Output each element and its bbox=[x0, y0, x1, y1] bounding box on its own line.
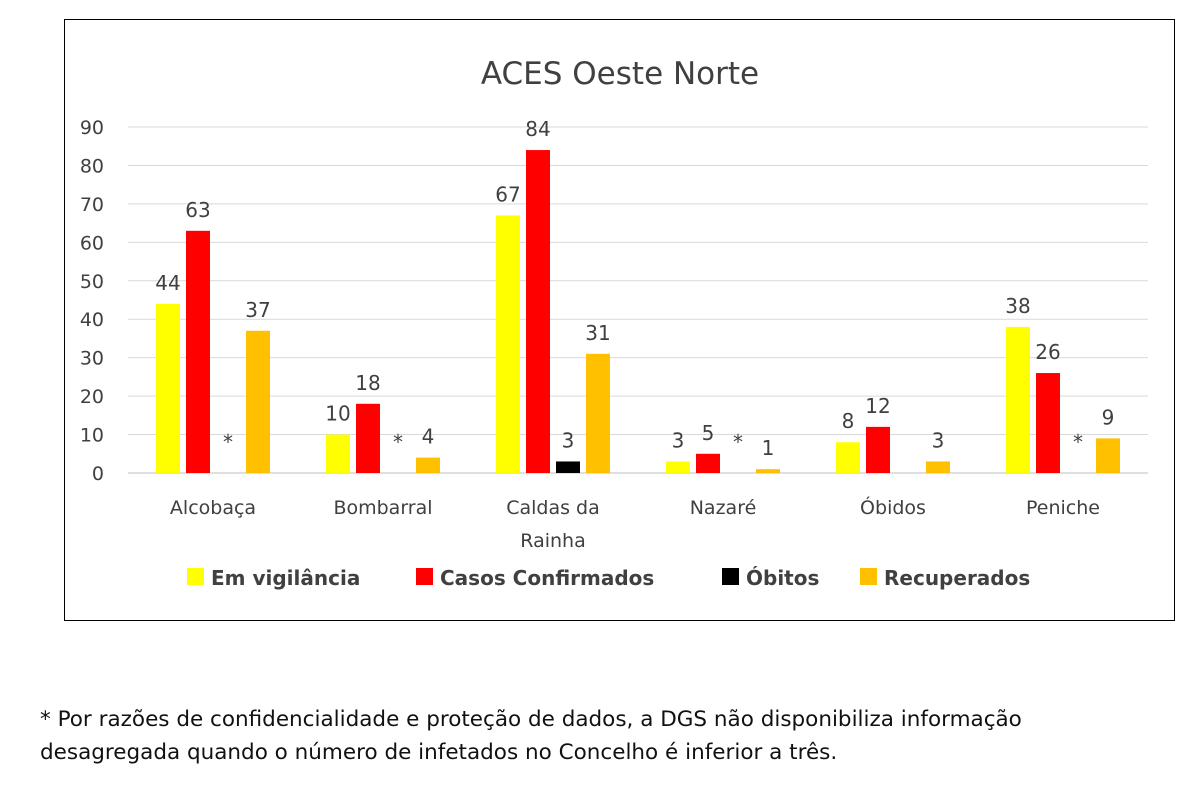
data-label: 18 bbox=[355, 371, 380, 395]
y-tick-label: 80 bbox=[80, 155, 104, 177]
data-label: 38 bbox=[1005, 294, 1030, 318]
footnote-line-2: desagregada quando o número de infetados… bbox=[40, 740, 838, 765]
legend-label: Óbitos bbox=[746, 566, 819, 590]
x-tick-label: Óbidos bbox=[860, 495, 926, 519]
bar bbox=[326, 434, 350, 473]
bar bbox=[866, 426, 890, 473]
y-tick-label: 10 bbox=[80, 425, 104, 447]
chart: ACES Oeste Norte 0 10 20 30 40 50 60 70 80 90 44 63 *… bbox=[80, 56, 1148, 590]
bar bbox=[1006, 326, 1030, 473]
x-tick-label: Nazaré bbox=[690, 497, 757, 519]
x-tick-label: Bombarral bbox=[333, 497, 432, 519]
bar bbox=[156, 303, 180, 473]
data-label: 26 bbox=[1035, 340, 1060, 364]
data-label: 5 bbox=[702, 421, 715, 445]
y-tick-label: 70 bbox=[80, 194, 104, 216]
bar bbox=[1096, 438, 1120, 473]
data-label: 84 bbox=[525, 117, 550, 141]
bar bbox=[416, 457, 440, 473]
data-label: 9 bbox=[1102, 405, 1115, 429]
legend-label: Recuperados bbox=[884, 566, 1030, 590]
bar bbox=[756, 469, 780, 473]
y-tick-label: 30 bbox=[80, 348, 104, 370]
bar bbox=[1036, 373, 1060, 473]
data-label: 63 bbox=[185, 198, 210, 222]
data-label: 4 bbox=[422, 425, 435, 449]
bar bbox=[496, 215, 520, 473]
bar bbox=[696, 453, 720, 473]
bar bbox=[586, 353, 610, 473]
data-label: 12 bbox=[865, 394, 890, 418]
bar bbox=[186, 230, 210, 473]
x-tick-label: Rainha bbox=[520, 530, 585, 552]
y-tick-label: 60 bbox=[80, 232, 104, 254]
legend-swatch bbox=[187, 568, 204, 585]
data-label: 31 bbox=[585, 321, 610, 345]
bar bbox=[836, 442, 860, 473]
footnote: * Por razões de confidencialidade e prot… bbox=[40, 703, 1180, 769]
data-label: 44 bbox=[155, 271, 180, 295]
legend-label: Casos Confirmados bbox=[440, 566, 654, 590]
data-label: * bbox=[393, 430, 403, 454]
bar bbox=[526, 150, 550, 474]
footnote-line-1: * Por razões de confidencialidade e prot… bbox=[40, 707, 1022, 732]
data-label: 3 bbox=[562, 428, 575, 452]
x-tick-label: Peniche bbox=[1026, 497, 1100, 519]
data-label: 67 bbox=[495, 182, 520, 206]
y-tick-label: 90 bbox=[80, 117, 104, 139]
chart-frame bbox=[64, 19, 1175, 621]
bar bbox=[926, 461, 950, 473]
bar bbox=[356, 403, 380, 473]
data-label: 10 bbox=[325, 402, 350, 426]
y-tick-label: 50 bbox=[80, 271, 104, 293]
bar bbox=[666, 461, 690, 473]
bar bbox=[246, 330, 270, 473]
y-tick-label: 0 bbox=[92, 463, 104, 485]
data-label: 3 bbox=[672, 428, 685, 452]
data-label: * bbox=[733, 430, 743, 454]
chart-title: ACES Oeste Norte bbox=[481, 56, 759, 92]
legend-swatch bbox=[416, 568, 433, 585]
x-tick-label: Alcobaça bbox=[170, 497, 256, 519]
legend-swatch bbox=[860, 568, 877, 585]
y-tick-label: 20 bbox=[80, 386, 104, 408]
x-tick-label: Caldas da bbox=[506, 497, 600, 519]
data-label: 8 bbox=[842, 409, 855, 433]
y-tick-label: 40 bbox=[80, 309, 104, 331]
data-label: * bbox=[223, 430, 233, 454]
data-label: * bbox=[1073, 430, 1083, 454]
bar bbox=[556, 461, 580, 473]
data-label: 1 bbox=[762, 436, 775, 460]
data-label: 37 bbox=[245, 298, 270, 322]
data-label: 3 bbox=[932, 428, 945, 452]
legend-swatch bbox=[722, 568, 739, 585]
legend-label: Em vigilância bbox=[211, 566, 360, 590]
